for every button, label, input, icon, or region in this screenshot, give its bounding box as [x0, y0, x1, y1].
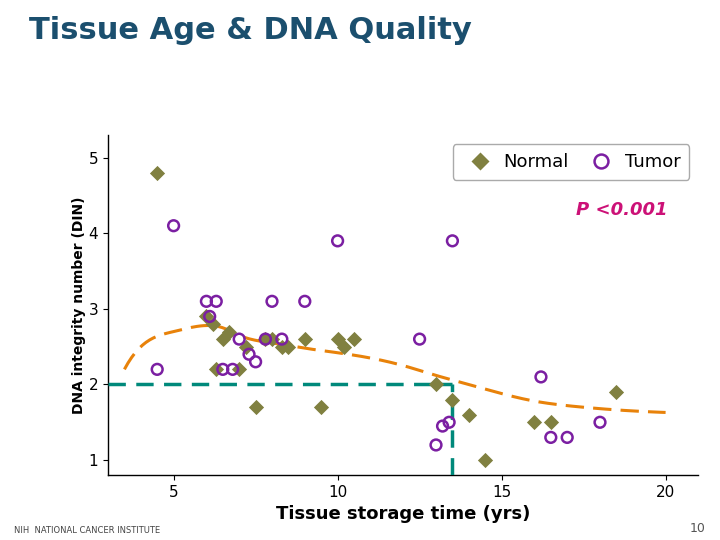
Text: Tissue Age & DNA Quality: Tissue Age & DNA Quality [29, 16, 472, 45]
Point [594, 418, 606, 427]
Point [535, 373, 546, 381]
Point [204, 312, 215, 321]
Point [431, 441, 442, 449]
Text: P <0.001: P <0.001 [576, 201, 667, 219]
Point [151, 365, 163, 374]
Point [224, 327, 235, 336]
Point [210, 365, 222, 374]
Point [151, 168, 163, 177]
Point [283, 342, 294, 351]
Y-axis label: DNA integrity number (DIN): DNA integrity number (DIN) [72, 197, 86, 414]
Point [233, 365, 245, 374]
Point [545, 433, 557, 442]
Point [437, 422, 449, 430]
Point [545, 418, 557, 427]
Point [299, 297, 310, 306]
Point [250, 357, 261, 366]
Point [227, 365, 238, 374]
Point [168, 221, 179, 230]
Text: 10: 10 [690, 522, 706, 535]
Point [266, 335, 278, 343]
Point [210, 297, 222, 306]
Point [276, 335, 287, 343]
Point [338, 342, 350, 351]
X-axis label: Tissue storage time (yrs): Tissue storage time (yrs) [276, 505, 531, 523]
Point [243, 350, 255, 359]
Point [299, 335, 310, 343]
Point [444, 418, 455, 427]
Text: NIH  NATIONAL CANCER INSTITUTE: NIH NATIONAL CANCER INSTITUTE [14, 525, 161, 535]
Point [315, 403, 327, 411]
Point [250, 403, 261, 411]
Point [562, 433, 573, 442]
Point [201, 297, 212, 306]
Point [240, 342, 251, 351]
Point [332, 237, 343, 245]
Point [480, 456, 491, 464]
Point [233, 335, 245, 343]
Point [463, 410, 474, 419]
Point [611, 388, 622, 396]
Point [201, 312, 212, 321]
Point [217, 365, 228, 374]
Point [260, 335, 271, 343]
Point [528, 418, 540, 427]
Point [332, 335, 343, 343]
Point [446, 237, 458, 245]
Point [431, 380, 442, 389]
Point [414, 335, 426, 343]
Point [266, 297, 278, 306]
Point [276, 342, 287, 351]
Point [348, 335, 360, 343]
Point [207, 320, 219, 328]
Point [260, 335, 271, 343]
Legend: Normal, Tumor: Normal, Tumor [453, 144, 689, 180]
Point [217, 335, 228, 343]
Point [446, 395, 458, 404]
